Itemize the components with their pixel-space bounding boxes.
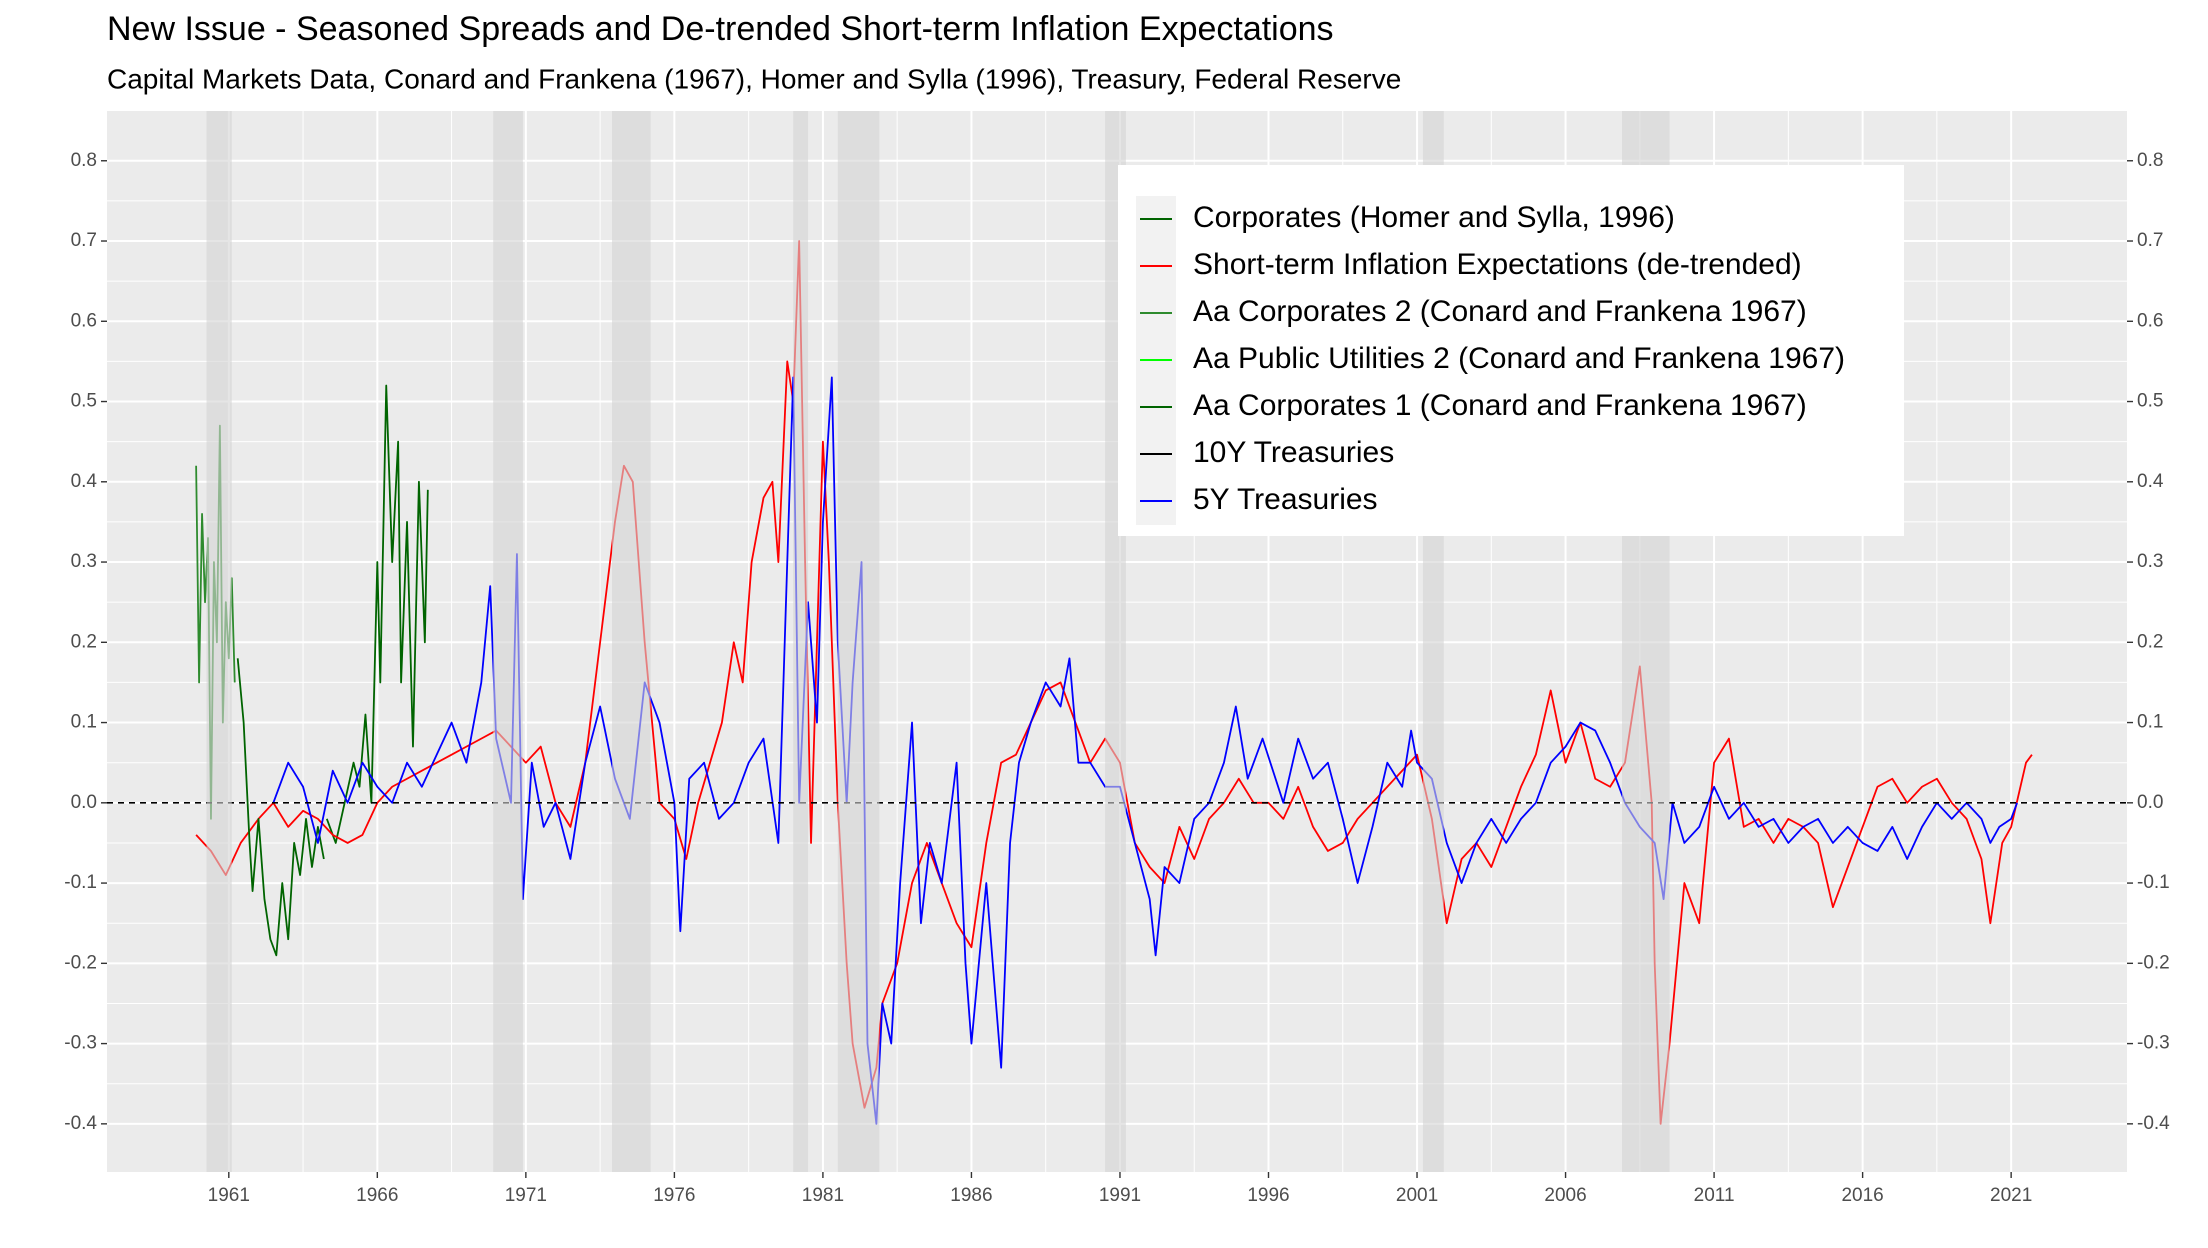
y-tick-label: 0.2 bbox=[71, 631, 97, 652]
shaded-period bbox=[793, 111, 809, 1172]
shaded-period bbox=[206, 111, 232, 1172]
x-tick-label: 2021 bbox=[1990, 1185, 2032, 1206]
x-tick-label: 2011 bbox=[1694, 1185, 1735, 1206]
x-tick-label: 2006 bbox=[1544, 1185, 1586, 1206]
y2-tick-label: -0.2 bbox=[2137, 952, 2170, 973]
series-line bbox=[325, 384, 429, 844]
y2-tick-label: -0.1 bbox=[2137, 872, 2170, 893]
series-line bbox=[195, 240, 2033, 1125]
y2-tick-label: 0.0 bbox=[2137, 792, 2163, 813]
x-tick-label: 1966 bbox=[356, 1185, 398, 1206]
x-tick-label: 1986 bbox=[950, 1185, 992, 1206]
series-line bbox=[272, 376, 2018, 1125]
x-tick-label: 1971 bbox=[505, 1185, 547, 1206]
legend-label: 5Y Treasuries bbox=[1193, 483, 1378, 516]
chart-title: New Issue - Seasoned Spreads and De-tren… bbox=[107, 10, 1334, 48]
x-tick-label: 2016 bbox=[1841, 1185, 1883, 1206]
legend-label: Aa Corporates 2 (Conard and Frankena 196… bbox=[1193, 295, 1807, 328]
y2-tick-label: 0.3 bbox=[2137, 551, 2163, 572]
x-tick-label: 1996 bbox=[1247, 1185, 1289, 1206]
y2-tick-label: -0.3 bbox=[2137, 1033, 2170, 1054]
y2-tick-label: 0.7 bbox=[2137, 230, 2163, 251]
legend-label: Short-term Inflation Expectations (de-tr… bbox=[1193, 248, 1802, 281]
legend-label: Corporates (Homer and Sylla, 1996) bbox=[1193, 201, 1675, 234]
y2-tick-label: 0.4 bbox=[2137, 471, 2164, 492]
y2-tick-label: 0.1 bbox=[2137, 712, 2163, 733]
y2-tick-label: 0.6 bbox=[2137, 310, 2163, 331]
x-tick-label: 1981 bbox=[802, 1185, 844, 1206]
y2-tick-label: -0.4 bbox=[2137, 1113, 2170, 1134]
y-tick-label: -0.3 bbox=[64, 1033, 97, 1054]
x-tick-label: 1961 bbox=[208, 1185, 250, 1206]
legend-label: 10Y Treasuries bbox=[1193, 436, 1394, 469]
series-line bbox=[236, 658, 325, 957]
y-tick-label: 0.4 bbox=[71, 471, 98, 492]
x-tick-label: 1991 bbox=[1099, 1185, 1141, 1206]
y-tick-label: -0.1 bbox=[64, 872, 97, 893]
y-tick-label: 0.7 bbox=[71, 230, 97, 251]
y-tick-label: 0.6 bbox=[71, 310, 97, 331]
y-tick-label: -0.2 bbox=[64, 952, 97, 973]
y2-tick-label: 0.8 bbox=[2137, 150, 2163, 171]
shaded-period bbox=[493, 111, 523, 1172]
y-tick-label: 0.3 bbox=[71, 551, 97, 572]
legend-box bbox=[1118, 165, 1904, 536]
legend-label: Aa Public Utilities 2 (Conard and Franke… bbox=[1193, 342, 1845, 375]
shaded-period bbox=[837, 111, 880, 1172]
y-tick-label: 0.0 bbox=[71, 792, 97, 813]
chart-subtitle: Capital Markets Data, Conard and Franken… bbox=[107, 63, 1401, 94]
y-tick-label: 0.5 bbox=[71, 391, 97, 412]
y2-tick-label: 0.5 bbox=[2137, 391, 2163, 412]
legend-label: Aa Corporates 1 (Conard and Frankena 196… bbox=[1193, 389, 1807, 422]
x-tick-label: 2001 bbox=[1396, 1185, 1438, 1206]
x-tick-label: 1976 bbox=[653, 1185, 695, 1206]
y-tick-label: 0.8 bbox=[71, 150, 97, 171]
shaded-period bbox=[612, 111, 651, 1172]
y2-tick-label: 0.2 bbox=[2137, 631, 2163, 652]
y-tick-label: -0.4 bbox=[64, 1113, 97, 1134]
y-tick-label: 0.1 bbox=[71, 712, 97, 733]
